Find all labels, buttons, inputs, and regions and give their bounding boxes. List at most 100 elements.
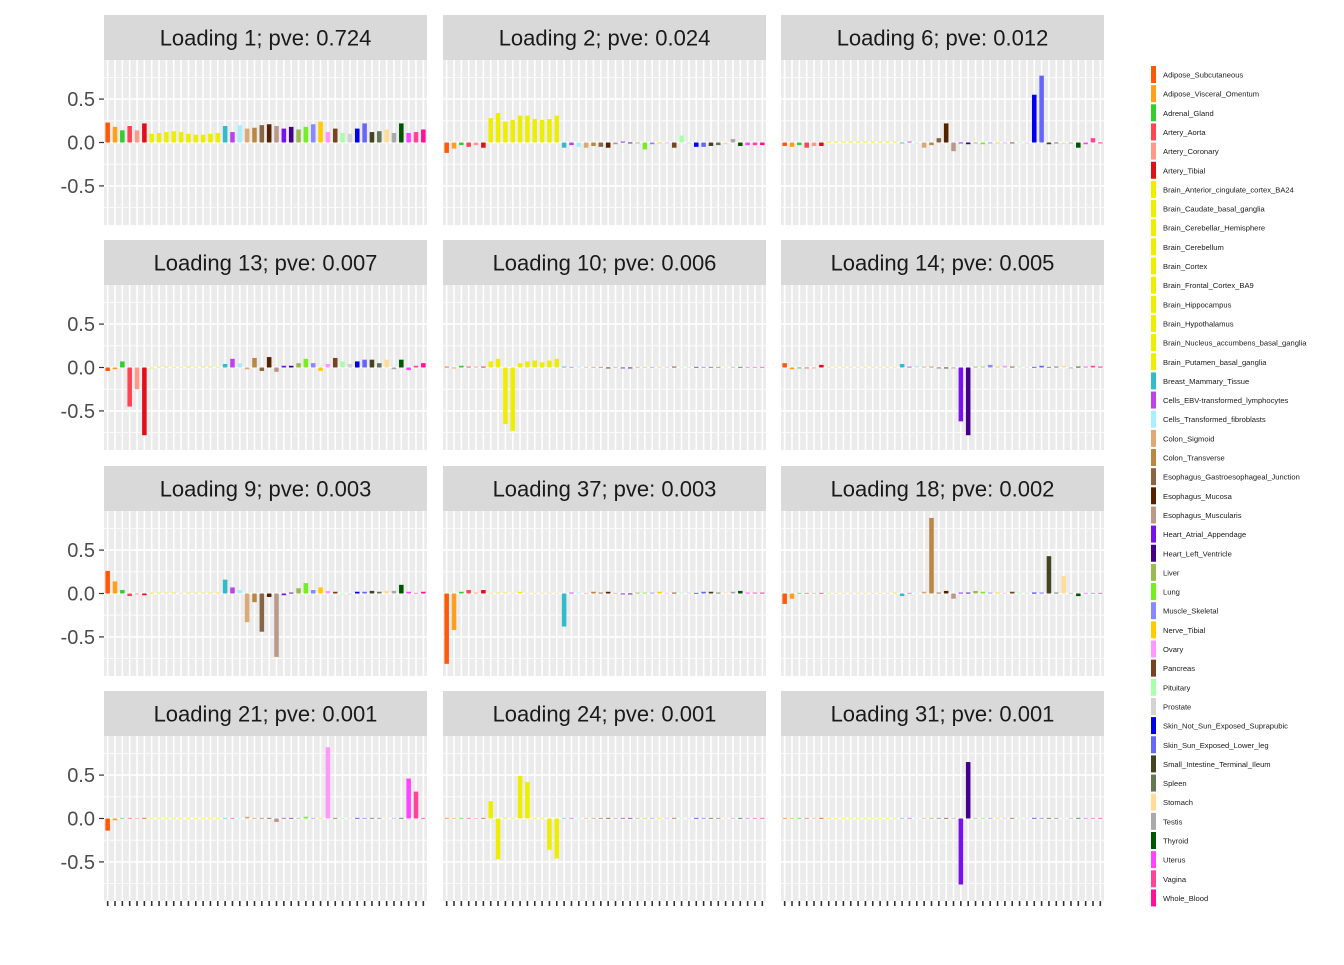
bar [178,592,184,594]
y-tick-label: 0.0 [67,133,95,155]
bar [310,363,316,368]
bar [723,592,728,594]
panel-strip [781,466,1104,511]
bar [230,587,235,594]
bar [444,593,449,664]
bar [156,132,162,143]
bar [730,591,736,594]
panel: Loading 18; pve: 0.002 [781,466,1104,676]
bar [760,366,765,368]
bar [259,817,265,819]
bar [598,592,604,594]
bar [782,142,787,146]
bar [112,126,118,143]
legend-item: Brain_Putamen_basal_ganglia [1151,353,1267,371]
bar [525,592,530,594]
bar [1083,142,1088,145]
legend-label: Heart_Left_Ventricle [1163,549,1232,558]
bar [1002,142,1008,144]
bar [142,593,147,596]
bar [811,142,817,146]
y-tick-label: 0.0 [67,358,95,380]
bar [819,142,824,146]
bar [995,592,1000,594]
bar [413,791,419,819]
bar [914,592,920,594]
bar [627,817,633,819]
bar [112,818,118,821]
bar [745,366,750,368]
bar [1017,366,1022,368]
bar [951,593,956,599]
legend-label: Brain_Cerebellum [1163,243,1224,252]
bar [627,367,633,369]
legend-item: Vagina [1151,870,1187,888]
bar [149,133,154,143]
bar [274,126,279,143]
panel-strip [781,15,1104,60]
legend-swatch [1151,142,1156,160]
bar [738,590,743,594]
legend-swatch [1151,391,1156,409]
bar [127,593,132,597]
bar [171,131,177,143]
bar [877,141,883,143]
legend-label: Artery_Aorta [1163,128,1206,137]
bar [738,366,743,368]
bar [855,592,861,594]
bar [635,366,640,368]
bar [473,817,479,819]
bar [186,366,191,368]
bar [384,817,389,819]
bar [156,817,162,819]
bar [708,817,714,819]
legend-swatch [1151,104,1156,122]
legend-label: Vagina [1163,875,1187,884]
bar [488,801,493,819]
legend-swatch [1151,487,1156,505]
legend-label: Heart_Atrial_Appendage [1163,530,1246,539]
bar [362,359,367,368]
bar [613,592,618,594]
bar [1098,142,1103,144]
bar [804,367,809,369]
panel: Loading 37; pve: 0.003 [443,466,766,676]
bar [745,817,750,819]
panel-title: Loading 6; pve: 0.012 [837,26,1049,51]
bar [701,817,706,819]
bar [510,817,516,819]
bar [620,367,626,369]
bar [1039,365,1044,368]
bar [274,367,279,372]
bar [164,817,169,819]
bar [1017,592,1022,594]
bar [664,366,670,368]
bar [1090,365,1096,368]
bar [833,366,839,368]
legend-swatch [1151,697,1156,715]
legend-label: Artery_Tibial [1163,166,1206,175]
bar [870,817,876,819]
legend-item: Adipose_Subcutaneous [1151,66,1243,83]
legend-label: Pituitary [1163,683,1191,692]
panel-strip [443,240,766,285]
bar [811,367,817,369]
bar [340,593,345,595]
legend-item: Small_Intestine_Terminal_Ileum [1151,755,1271,773]
bar [892,141,898,143]
bar [576,142,582,147]
bar [973,142,978,144]
bar [266,593,272,597]
bar [1024,366,1030,368]
bar [1017,817,1022,819]
bar [1039,75,1044,143]
bar [481,142,486,148]
bar [288,817,294,819]
bar [943,367,949,369]
bar [149,817,154,819]
legend-swatch [1151,832,1156,849]
bar [1024,592,1030,594]
bar [347,364,353,368]
bar [459,591,464,594]
bar [1076,142,1081,148]
